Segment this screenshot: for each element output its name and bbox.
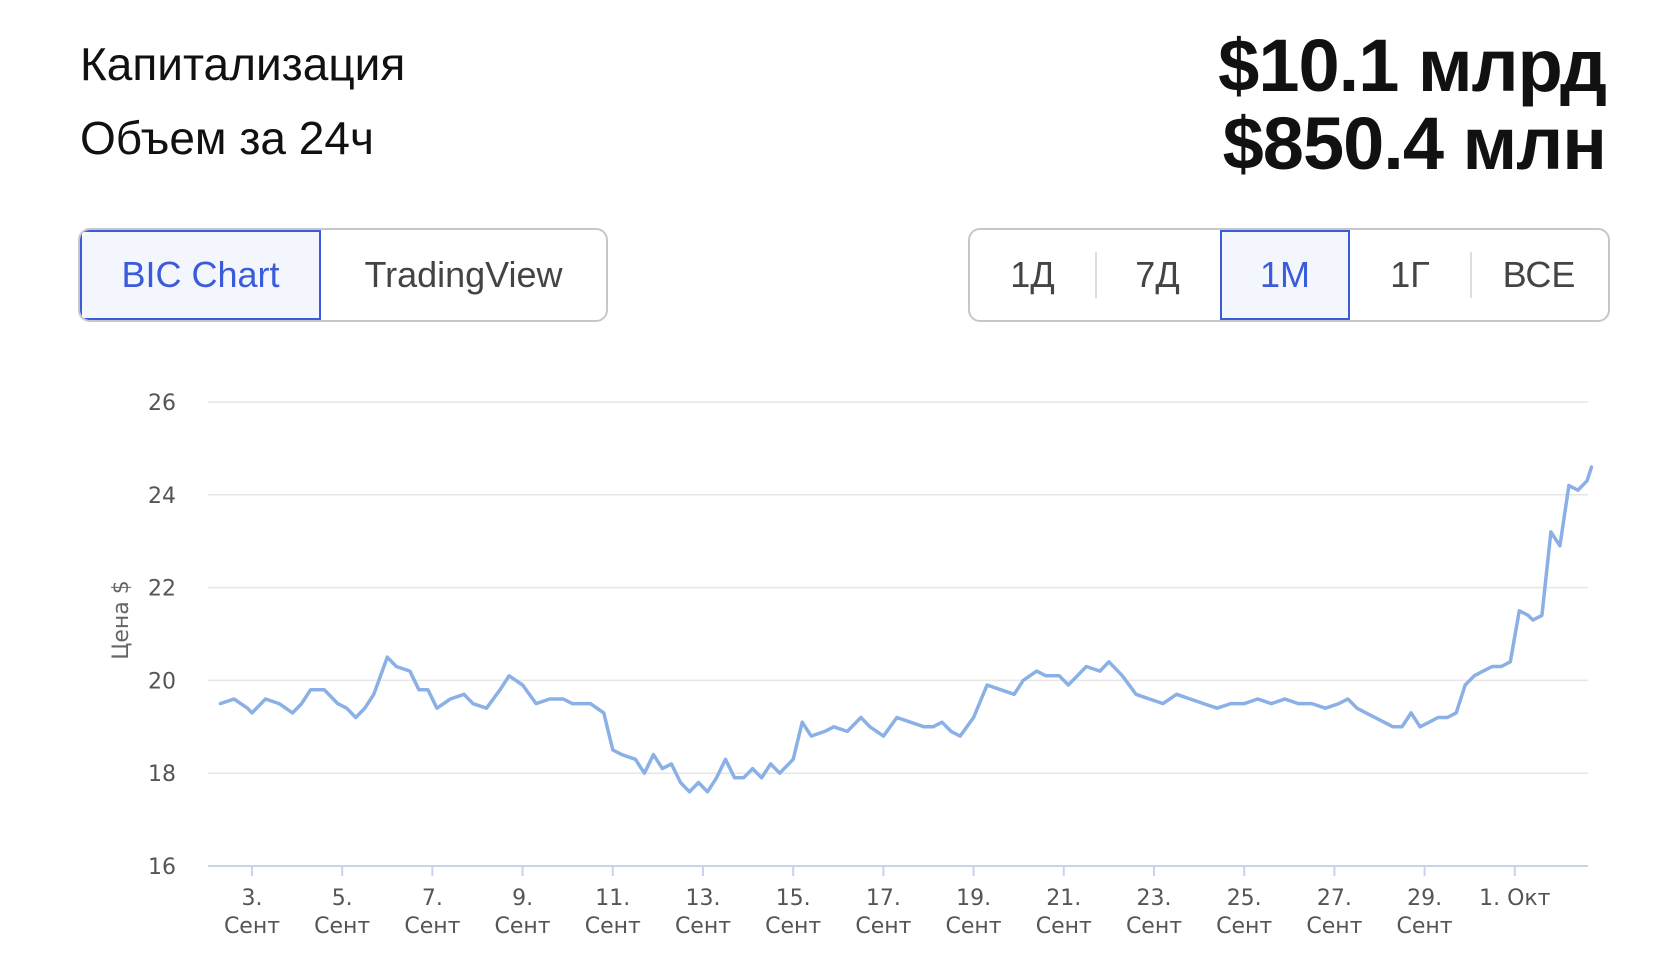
x-tick-label: 17. bbox=[866, 886, 901, 911]
x-tick-label: Сент bbox=[855, 914, 911, 939]
period-tab-4[interactable]: ВСЕ bbox=[1470, 230, 1608, 320]
volume-24h-label: Объем за 24ч bbox=[80, 112, 374, 164]
chart-source-tab-0[interactable]: BIC Chart bbox=[80, 230, 321, 320]
x-tick-label: Сент bbox=[1397, 914, 1453, 939]
series-layer bbox=[218, 465, 1594, 794]
x-axis: 3. Сент 5. Сент 7. Сент 9. Сент 11. Сент 13. Сент 15… bbox=[224, 866, 1551, 939]
x-tick-label: 9. bbox=[512, 886, 533, 911]
x-tick-label: 11. bbox=[595, 886, 630, 911]
x-tick-label: Сент bbox=[314, 914, 370, 939]
chart-source-tab-1[interactable]: TradingView bbox=[364, 254, 563, 295]
market-cap-value: $10.1 млрд bbox=[1218, 24, 1607, 107]
x-tick-label: 19. bbox=[956, 886, 991, 911]
x-tick-label: 23. bbox=[1137, 886, 1172, 911]
x-tick-label: 29. bbox=[1407, 886, 1442, 911]
x-tick-label: 3. bbox=[242, 886, 263, 911]
x-tick-label: Сент bbox=[675, 914, 731, 939]
y-tick-label: 24 bbox=[148, 484, 176, 509]
period-tab-3[interactable]: 1Г bbox=[1390, 254, 1430, 295]
y-axis-title: Цена $ bbox=[109, 580, 134, 659]
x-tick-label: 21. bbox=[1046, 886, 1081, 911]
y-tick-label: 16 bbox=[148, 855, 176, 880]
x-tick-label: Сент bbox=[1126, 914, 1182, 939]
x-tick-label: Сент bbox=[1216, 914, 1272, 939]
x-tick-label: Сент bbox=[765, 914, 821, 939]
x-tick-label: Сент bbox=[585, 914, 641, 939]
x-tick-label: Сент bbox=[1306, 914, 1362, 939]
x-tick-label: Сент bbox=[404, 914, 460, 939]
x-tick-label: Сент bbox=[1036, 914, 1092, 939]
x-tick-label: 13. bbox=[686, 886, 721, 911]
x-tick-label: Сент bbox=[946, 914, 1002, 939]
chart-source-tabs: BIC Chart TradingView bbox=[78, 228, 608, 322]
market-cap-label: Капитализация bbox=[80, 38, 406, 90]
x-tick-label: Сент bbox=[495, 914, 551, 939]
x-tick-label: 7. bbox=[422, 886, 443, 911]
x-tick-label: 15. bbox=[776, 886, 811, 911]
period-tab-2[interactable]: 1М bbox=[1220, 230, 1350, 320]
period-tabs: 1Д 7Д 1М 1Г ВСЕ bbox=[968, 228, 1610, 322]
x-tick-label: 1. Окт bbox=[1479, 886, 1551, 911]
price-chart: 16 18 20 22 24 26 3. Сент 5. Сент 7. Сент 9. Сент 11.… bbox=[109, 391, 1594, 939]
y-tick-label: 22 bbox=[148, 577, 176, 602]
x-tick-label: 25. bbox=[1227, 886, 1262, 911]
y-axis: 16 18 20 22 24 26 bbox=[148, 391, 176, 880]
period-tab-1[interactable]: 7Д bbox=[1095, 230, 1220, 320]
y-tick-label: 26 bbox=[148, 391, 176, 416]
x-tick-label: 5. bbox=[332, 886, 353, 911]
volume-24h-value: $850.4 млн bbox=[1222, 102, 1607, 185]
x-tick-label: Сент bbox=[224, 914, 280, 939]
y-tick-label: 18 bbox=[148, 762, 176, 787]
price-series-line bbox=[218, 465, 1594, 794]
grid-lines bbox=[208, 401, 1588, 867]
y-tick-label: 20 bbox=[148, 669, 176, 694]
x-tick-label: 27. bbox=[1317, 886, 1352, 911]
period-tab-0[interactable]: 1Д bbox=[1010, 254, 1055, 295]
